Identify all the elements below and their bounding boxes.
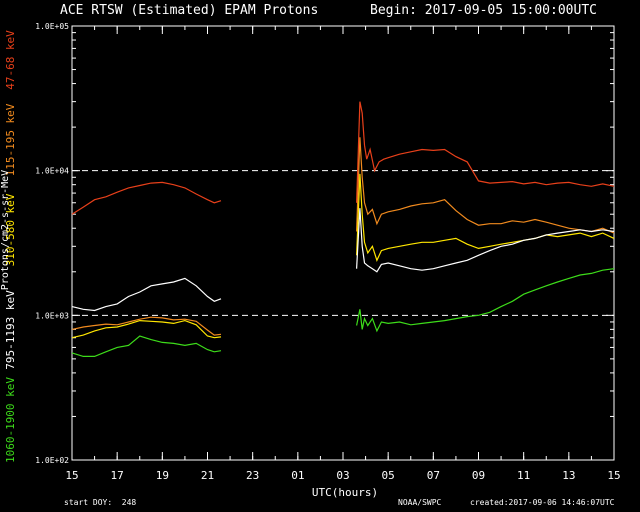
x-tick-label: 07 — [427, 469, 440, 482]
x-tick-label: 03 — [336, 469, 349, 482]
start-doy: start DOY: 248 — [64, 498, 137, 507]
legend-entry: 310-580 keV — [4, 193, 17, 266]
legend: 47-68 keV 115-195 keV 310-580 keV 795-1193 … — [0, 30, 17, 463]
x-tick-label: 15 — [607, 469, 620, 482]
series-line-310-580-keV — [71, 319, 222, 339]
begin-time: Begin: 2017-09-05 15:00:00UTC — [370, 3, 597, 18]
series-line-47-68-keV — [356, 101, 615, 203]
x-tick-label: 01 — [291, 469, 304, 482]
plot-frame — [71, 25, 615, 461]
created-time: created:2017-09-06 14:46:07UTC — [470, 498, 615, 507]
series-line-115-195-keV — [356, 137, 615, 234]
legend-entry: 795-1193 keV — [4, 290, 17, 370]
x-tick-label: 21 — [201, 469, 214, 482]
reference-lines — [72, 170, 614, 316]
x-tick-label: 19 — [156, 469, 169, 482]
series-line-310-580-keV — [356, 173, 615, 262]
x-tick-label: 23 — [246, 469, 259, 482]
y-tick-label: 1.0E+02 — [35, 456, 69, 465]
x-tick-label: 17 — [111, 469, 124, 482]
y-axis-label: Protons/cm2-s-sr-MeV — [0, 170, 11, 290]
legend-entry: 115-195 keV — [4, 103, 17, 176]
x-tick-label: 11 — [517, 469, 530, 482]
series-line-47-68-keV — [71, 181, 222, 215]
x-tick-label: 09 — [472, 469, 485, 482]
x-axis-label: UTC(hours) — [312, 486, 378, 499]
axes-frame — [71, 25, 615, 461]
series-line-1060-1900-keV — [356, 268, 615, 333]
x-axis-labels: 15 17 19 21 23 01 03 05 07 09 11 13 15 — [65, 469, 620, 482]
chart-title: ACE RTSW (Estimated) EPAM Protons — [60, 3, 319, 18]
series-line-795-1193-keV — [71, 277, 222, 312]
y-tick-label: 1.0E+03 — [35, 311, 69, 320]
series-line-795-1193-keV — [356, 208, 615, 273]
y-axis-labels: 1.0E+02 1.0E+03 1.0E+04 1.0E+05 — [35, 22, 69, 465]
legend-entry: 1060-1900 keV — [4, 377, 17, 463]
x-tick-label: 13 — [562, 469, 575, 482]
x-tick-label: 05 — [382, 469, 395, 482]
series-group — [71, 101, 615, 357]
y-tick-label: 1.0E+04 — [35, 167, 69, 176]
series-line-115-195-keV — [71, 316, 222, 336]
legend-entry: 47-68 keV — [4, 30, 17, 90]
x-tick-label: 15 — [65, 469, 78, 482]
y-tick-label: 1.0E+05 — [35, 22, 69, 31]
org-label: NOAA/SWPC — [398, 498, 442, 507]
series-line-1060-1900-keV — [71, 335, 222, 357]
